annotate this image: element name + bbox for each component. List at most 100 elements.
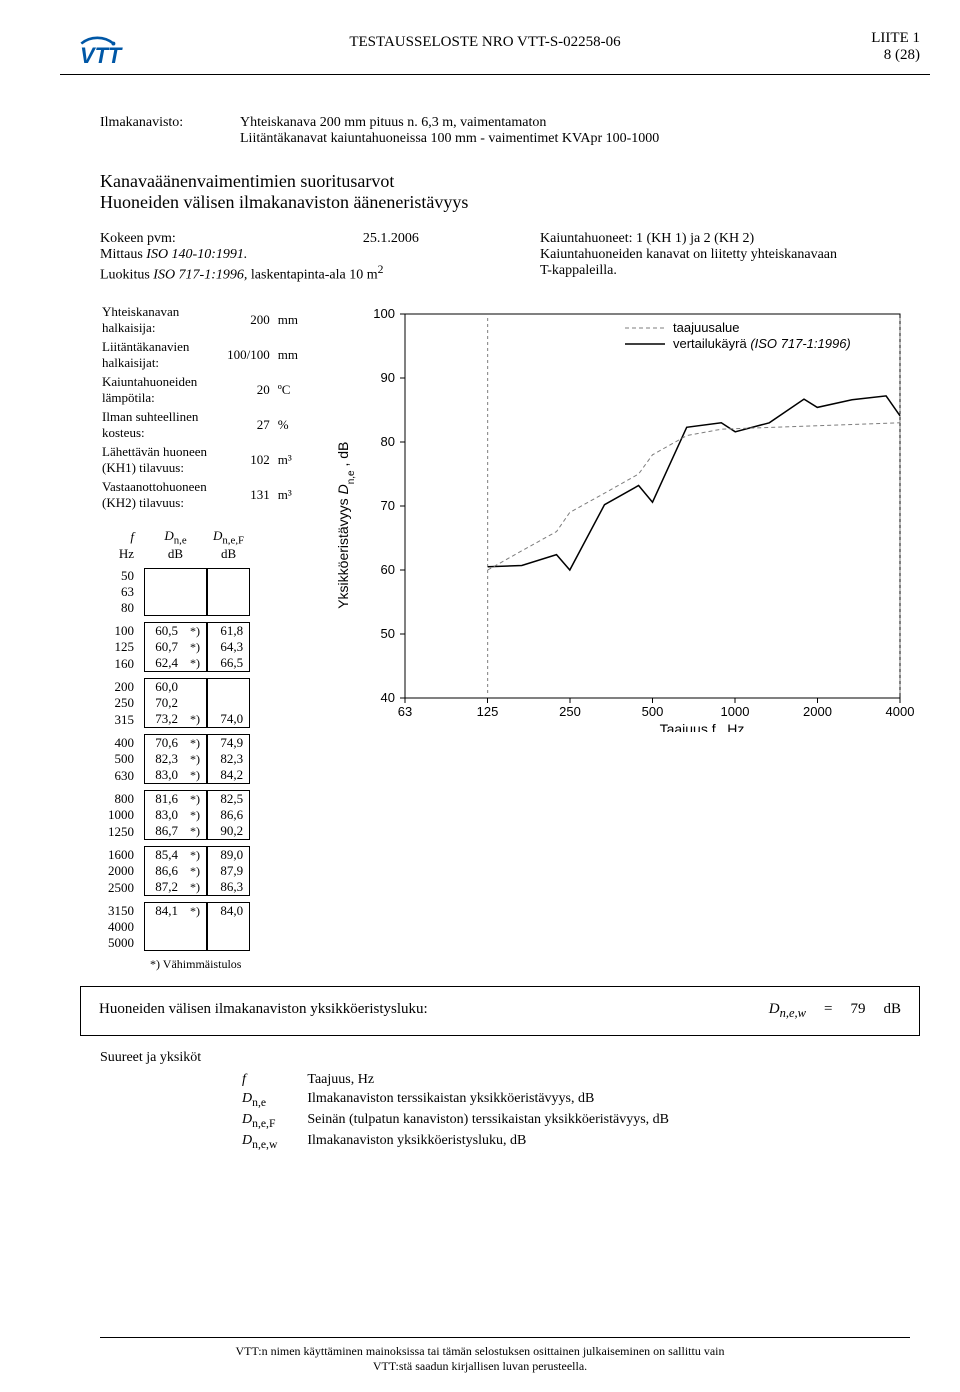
freq-cell: 800 xyxy=(100,790,144,807)
svg-text:80: 80 xyxy=(381,434,395,449)
svg-text:2000: 2000 xyxy=(803,704,832,719)
dnef-cell: 66,5 xyxy=(207,655,250,672)
meta-l3a: Luokitus xyxy=(100,268,153,283)
dnef-cell: 86,3 xyxy=(207,879,250,896)
unit-sym: Dn,e,F xyxy=(242,1112,305,1131)
param-unit: ºC xyxy=(278,374,304,407)
header: VTT TESTAUSSELOSTE NRO VTT-S-02258-06 LI… xyxy=(80,30,920,70)
meta-left: Kokeen pvm: 25.1.2006 Mittaus ISO 140-10… xyxy=(100,231,500,284)
footer: VTT:n nimen käyttäminen mainoksissa tai … xyxy=(0,1337,960,1374)
dne-cell xyxy=(144,584,184,600)
svg-text:250: 250 xyxy=(559,704,581,719)
param-label: Ilman suhteellinen kosteus: xyxy=(102,409,225,442)
meta-r1: Kaiuntahuoneet: 1 (KH 1) ja 2 (KH 2) xyxy=(540,231,920,247)
meta-l3sup: 2 xyxy=(378,263,384,276)
dne-star: *) xyxy=(184,655,207,672)
dne-cell: 85,4 xyxy=(144,846,184,863)
unit-desc: Ilmakanaviston terssikaistan yksikköeris… xyxy=(307,1091,697,1110)
dne-cell xyxy=(144,935,184,951)
meta-columns: Kokeen pvm: 25.1.2006 Mittaus ISO 140-10… xyxy=(80,231,920,284)
dnef-cell: 74,9 xyxy=(207,734,250,751)
param-val: 100/100 xyxy=(227,339,276,372)
svg-text:60: 60 xyxy=(381,562,395,577)
meta-l1l: Kokeen pvm: xyxy=(100,231,176,246)
header-rule xyxy=(60,74,930,75)
freq-cell: 315 xyxy=(100,711,144,728)
result-sub: n,e,w xyxy=(780,1006,806,1020)
param-label: Vastaanottohuoneen (KH2) tilavuus: xyxy=(102,479,225,512)
freq-cell: 2000 xyxy=(100,863,144,879)
dne-cell: 70,6 xyxy=(144,734,184,751)
result-label: Huoneiden välisen ilmakanaviston yksikkö… xyxy=(99,1001,428,1018)
dne-star: *) xyxy=(184,711,207,728)
dne-cell: 82,3 xyxy=(144,751,184,767)
dne-cell: 81,6 xyxy=(144,790,184,807)
dnef-cell xyxy=(207,568,250,584)
freq-cell: 1600 xyxy=(100,846,144,863)
dnef-cell: 90,2 xyxy=(207,823,250,840)
dnef-cell xyxy=(207,678,250,695)
svg-text:90: 90 xyxy=(381,370,395,385)
dne-cell: 60,5 xyxy=(144,622,184,639)
dne-star: *) xyxy=(184,846,207,863)
freq-cell: 400 xyxy=(100,734,144,751)
freq-cell: 63 xyxy=(100,584,144,600)
svg-text:63: 63 xyxy=(398,704,412,719)
dne-cell: 60,7 xyxy=(144,639,184,655)
meta-r2: Kaiuntahuoneiden kanavat on liitetty yht… xyxy=(540,247,920,263)
dnef-cell: 74,0 xyxy=(207,711,250,728)
dne-star: *) xyxy=(184,807,207,823)
dne-star: *) xyxy=(184,639,207,655)
freq-cell: 1000 xyxy=(100,807,144,823)
params-table: Yhteiskanavan halkaisija:200mmLiitäntäka… xyxy=(100,302,306,514)
unit-sym: Dn,e,w xyxy=(242,1133,305,1152)
dnef-cell: 84,0 xyxy=(207,902,250,919)
freq-cell: 100 xyxy=(100,622,144,639)
units-table: fTaajuus, HzDn,eIlmakanaviston terssikai… xyxy=(240,1070,699,1153)
freq-cell: 1250 xyxy=(100,823,144,840)
dne-star: *) xyxy=(184,863,207,879)
dnef-cell xyxy=(207,600,250,616)
param-val: 102 xyxy=(227,444,276,477)
dnef-cell: 82,3 xyxy=(207,751,250,767)
svg-text:100: 100 xyxy=(373,306,395,321)
param-label: Yhteiskanavan halkaisija: xyxy=(102,304,225,337)
left-column: Yhteiskanavan halkaisija:200mmLiitäntäka… xyxy=(100,302,306,973)
dne-cell xyxy=(144,600,184,616)
dne-star xyxy=(184,678,207,695)
svg-text:Yksikköeristävyys Dn,e , dB: Yksikköeristävyys Dn,e , dB xyxy=(335,441,357,608)
meta-r3: T-kappaleilla. xyxy=(540,263,920,279)
svg-text:vertailukäyrä (ISO 717-1:1996): vertailukäyrä (ISO 717-1:1996) xyxy=(673,336,851,351)
dne-cell: 83,0 xyxy=(144,807,184,823)
dnef-cell xyxy=(207,695,250,711)
dne-cell: 83,0 xyxy=(144,767,184,784)
dne-star: *) xyxy=(184,734,207,751)
dnef-cell: 89,0 xyxy=(207,846,250,863)
heading-1: Kanavaäänenvaimentimien suoritusarvot xyxy=(80,171,920,192)
dnef-cell: 82,5 xyxy=(207,790,250,807)
freq-cell: 5000 xyxy=(100,935,144,951)
freq-cell: 4000 xyxy=(100,919,144,935)
intro-block: Ilmakanavisto: Yhteiskanava 200 mm pituu… xyxy=(80,115,920,147)
result-box: Huoneiden välisen ilmakanaviston yksikkö… xyxy=(80,986,920,1036)
chart: 40506070809010063125250500100020004000Ta… xyxy=(320,302,920,737)
param-unit: mm xyxy=(278,304,304,337)
intro-line1: Yhteiskanava 200 mm pituus n. 6,3 m, vai… xyxy=(240,115,920,131)
meta-l2a: Mittaus xyxy=(100,247,146,262)
param-label: Lähettävän huoneen (KH1) tilavuus: xyxy=(102,444,225,477)
meta-l2b: ISO 140-10:1991. xyxy=(146,247,247,262)
dnef-cell xyxy=(207,919,250,935)
svg-text:1000: 1000 xyxy=(721,704,750,719)
dne-star: *) xyxy=(184,751,207,767)
unit-sym: Dn,e xyxy=(242,1091,305,1110)
freq-cell: 250 xyxy=(100,695,144,711)
dne-cell: 62,4 xyxy=(144,655,184,672)
dne-cell: 87,2 xyxy=(144,879,184,896)
dne-cell: 73,2 xyxy=(144,711,184,728)
unit-sym: f xyxy=(242,1072,305,1089)
svg-text:VTT: VTT xyxy=(80,43,123,68)
units-title: Suureet ja yksiköt xyxy=(100,1050,920,1066)
param-val: 27 xyxy=(227,409,276,442)
units-block: Suureet ja yksiköt fTaajuus, HzDn,eIlmak… xyxy=(80,1050,920,1153)
dne-cell xyxy=(144,568,184,584)
